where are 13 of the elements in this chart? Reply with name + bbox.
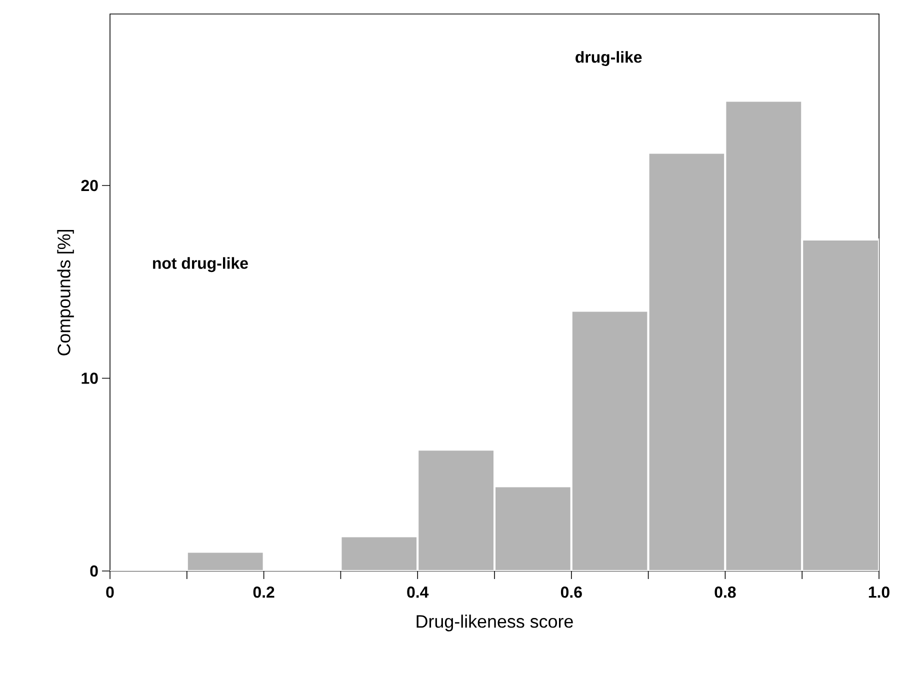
y-tick-label: 20 [81,180,98,192]
x-tick-label: 0.2 [253,586,274,598]
y-tick-label: 0 [90,565,98,577]
x-tick-label: 1.0 [868,586,890,598]
y-axis-title: Compounds [%] [57,230,74,356]
x-tick-label: 0.8 [714,586,736,598]
x-tick-label: 0.4 [407,586,429,598]
x-axis-title: Drug-likeness score [416,614,573,632]
x-tick-label: 0 [106,586,114,598]
annotation: drug-like [576,51,642,66]
x-tick-label: 0.6 [560,586,582,598]
y-tick-label: 10 [82,372,98,384]
annotation: not drug-like [153,257,248,272]
